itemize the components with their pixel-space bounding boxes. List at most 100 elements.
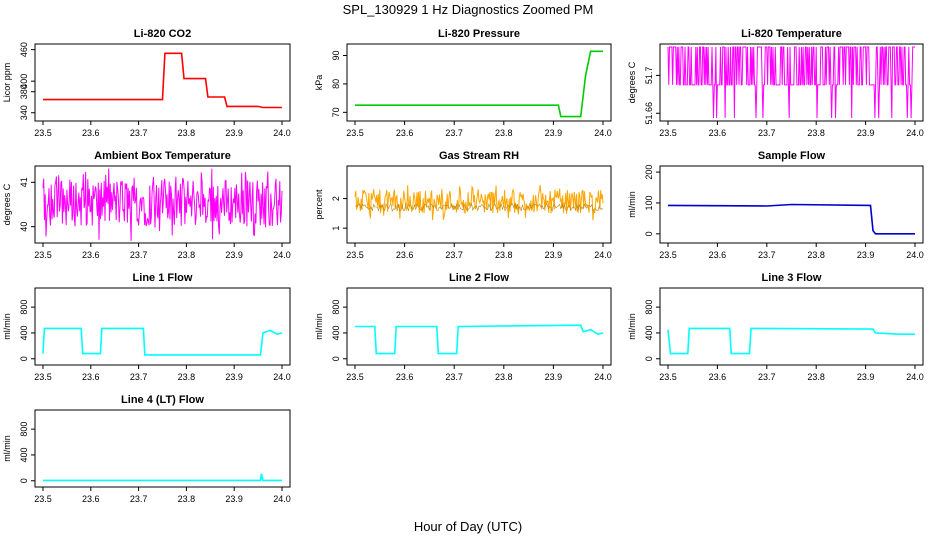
y-tick-label: 90 [331, 51, 341, 61]
plot-frame [346, 165, 612, 244]
x-tick-label: 24.0 [906, 128, 924, 138]
x-tick-label: 23.5 [659, 128, 677, 138]
x-tick-label: 23.5 [346, 372, 364, 382]
panel-4: Ambient Box Temperature degrees C 23.5 23.6… [2, 150, 291, 260]
panel-title: Line 1 Flow [133, 272, 193, 284]
y-tick-label: 0 [19, 356, 29, 361]
panel-title: Gas Stream RH [439, 150, 519, 162]
plot-frame [346, 43, 612, 122]
x-tick-label: 23.8 [495, 128, 513, 138]
y-axis-label: ml/min [314, 313, 324, 340]
series-group [354, 185, 604, 221]
series-line [355, 50, 603, 118]
panels-container: Li-820 CO2 Licor ppm 23.5 23.6 23.7 23.8 23.9 2… [2, 28, 924, 504]
y-axis-label: degrees C [2, 183, 12, 225]
x-tick-label: 23.7 [130, 372, 148, 382]
series-group [42, 168, 283, 241]
series-line [42, 327, 283, 356]
series-group [667, 203, 915, 235]
y-tick-label: 800 [331, 300, 341, 315]
x-tick-label: 23.8 [178, 250, 196, 260]
y-tick-label: 400 [19, 74, 29, 89]
x-tick-label: 23.8 [178, 372, 196, 382]
series-line-dark [354, 202, 604, 213]
x-tick-label: 23.6 [709, 372, 727, 382]
x-tick-label: 23.8 [178, 494, 196, 504]
y-tick-label: 70 [331, 107, 341, 117]
x-tick-label: 23.5 [34, 372, 52, 382]
series-group [42, 327, 283, 356]
x-tick-label: 23.8 [495, 372, 513, 382]
y-tick-label: 200 [644, 165, 654, 180]
y-tick-label: 100 [644, 195, 654, 210]
x-tick-label: 23.6 [396, 372, 414, 382]
y-axis-label: ml/min [2, 313, 12, 340]
x-tick-label: 24.0 [906, 372, 924, 382]
x-tick-label: 23.5 [346, 128, 364, 138]
x-tick-label: 23.5 [34, 250, 52, 260]
x-tick-label: 23.8 [807, 372, 825, 382]
x-tick-label: 23.6 [82, 250, 100, 260]
panel-title: Li-820 CO2 [134, 28, 191, 40]
x-tick-label: 24.0 [906, 250, 924, 260]
x-tick-label: 23.7 [130, 250, 148, 260]
y-axis-label: ml/min [627, 313, 637, 340]
panel-title: Ambient Box Temperature [94, 150, 231, 162]
x-tick-label: 23.7 [758, 128, 776, 138]
y-tick-label: 51.66 [644, 102, 654, 125]
x-tick-label: 23.6 [396, 128, 414, 138]
x-tick-label: 23.8 [807, 250, 825, 260]
y-tick-label: 41 [19, 177, 29, 187]
series-group [43, 473, 282, 482]
series-line [42, 168, 283, 241]
panel-10: Line 4 (LT) Flow ml/min 23.5 23.6 23.7 23.8 23… [2, 394, 291, 504]
y-tick-label: 400 [331, 325, 341, 340]
x-tick-label: 23.6 [709, 128, 727, 138]
x-tick-label: 23.9 [857, 128, 875, 138]
y-axis-label: kPa [314, 75, 324, 91]
x-tick-label: 24.0 [273, 372, 291, 382]
x-tick-label: 23.6 [82, 494, 100, 504]
plot-frame [34, 43, 291, 122]
series-group [667, 46, 915, 119]
x-tick-label: 24.0 [594, 372, 612, 382]
y-axis-label: ml/min [2, 435, 12, 462]
y-axis-label: percent [314, 189, 324, 220]
panel-1: Li-820 CO2 Licor ppm 23.5 23.6 23.7 23.8 23.9 2… [2, 28, 291, 138]
series-line [667, 203, 915, 235]
y-tick-label: 0 [644, 356, 654, 361]
panel-7: Line 1 Flow ml/min 23.5 23.6 23.7 23.8 23.9 24.… [2, 272, 291, 382]
panel-3: Li-820 Temperature degrees C 23.5 23.6 23.7 2… [627, 28, 924, 138]
series-line [43, 473, 282, 482]
plot-frame [659, 43, 924, 122]
x-tick-label: 23.7 [445, 372, 463, 382]
x-tick-label: 23.8 [807, 128, 825, 138]
panel-title: Li-820 Temperature [741, 28, 842, 40]
x-tick-label: 23.9 [857, 372, 875, 382]
x-tick-label: 23.7 [130, 494, 148, 504]
y-tick-label: 0 [644, 231, 654, 236]
x-tick-label: 23.6 [396, 250, 414, 260]
x-tick-label: 23.6 [82, 128, 100, 138]
series-line [667, 327, 915, 355]
x-tick-label: 23.5 [659, 372, 677, 382]
y-tick-label: 1 [331, 226, 341, 231]
series-group [667, 327, 915, 355]
y-tick-label: 800 [19, 422, 29, 437]
x-tick-label: 23.9 [225, 128, 243, 138]
series-group [355, 324, 604, 355]
x-tick-label: 23.9 [545, 372, 563, 382]
x-tick-label: 23.9 [225, 250, 243, 260]
series-line [354, 185, 604, 221]
series-group [43, 52, 282, 109]
panel-5: Gas Stream RH percent 23.5 23.6 23.7 23.8 23.9… [314, 150, 612, 260]
panel-title: Sample Flow [758, 150, 826, 162]
y-axis-label: ml/min [627, 191, 637, 218]
x-tick-label: 23.6 [82, 372, 100, 382]
x-tick-label: 23.7 [758, 372, 776, 382]
x-tick-label: 23.5 [659, 250, 677, 260]
y-tick-label: 0 [331, 356, 341, 361]
x-tick-label: 23.8 [178, 128, 196, 138]
x-tick-label: 24.0 [594, 128, 612, 138]
